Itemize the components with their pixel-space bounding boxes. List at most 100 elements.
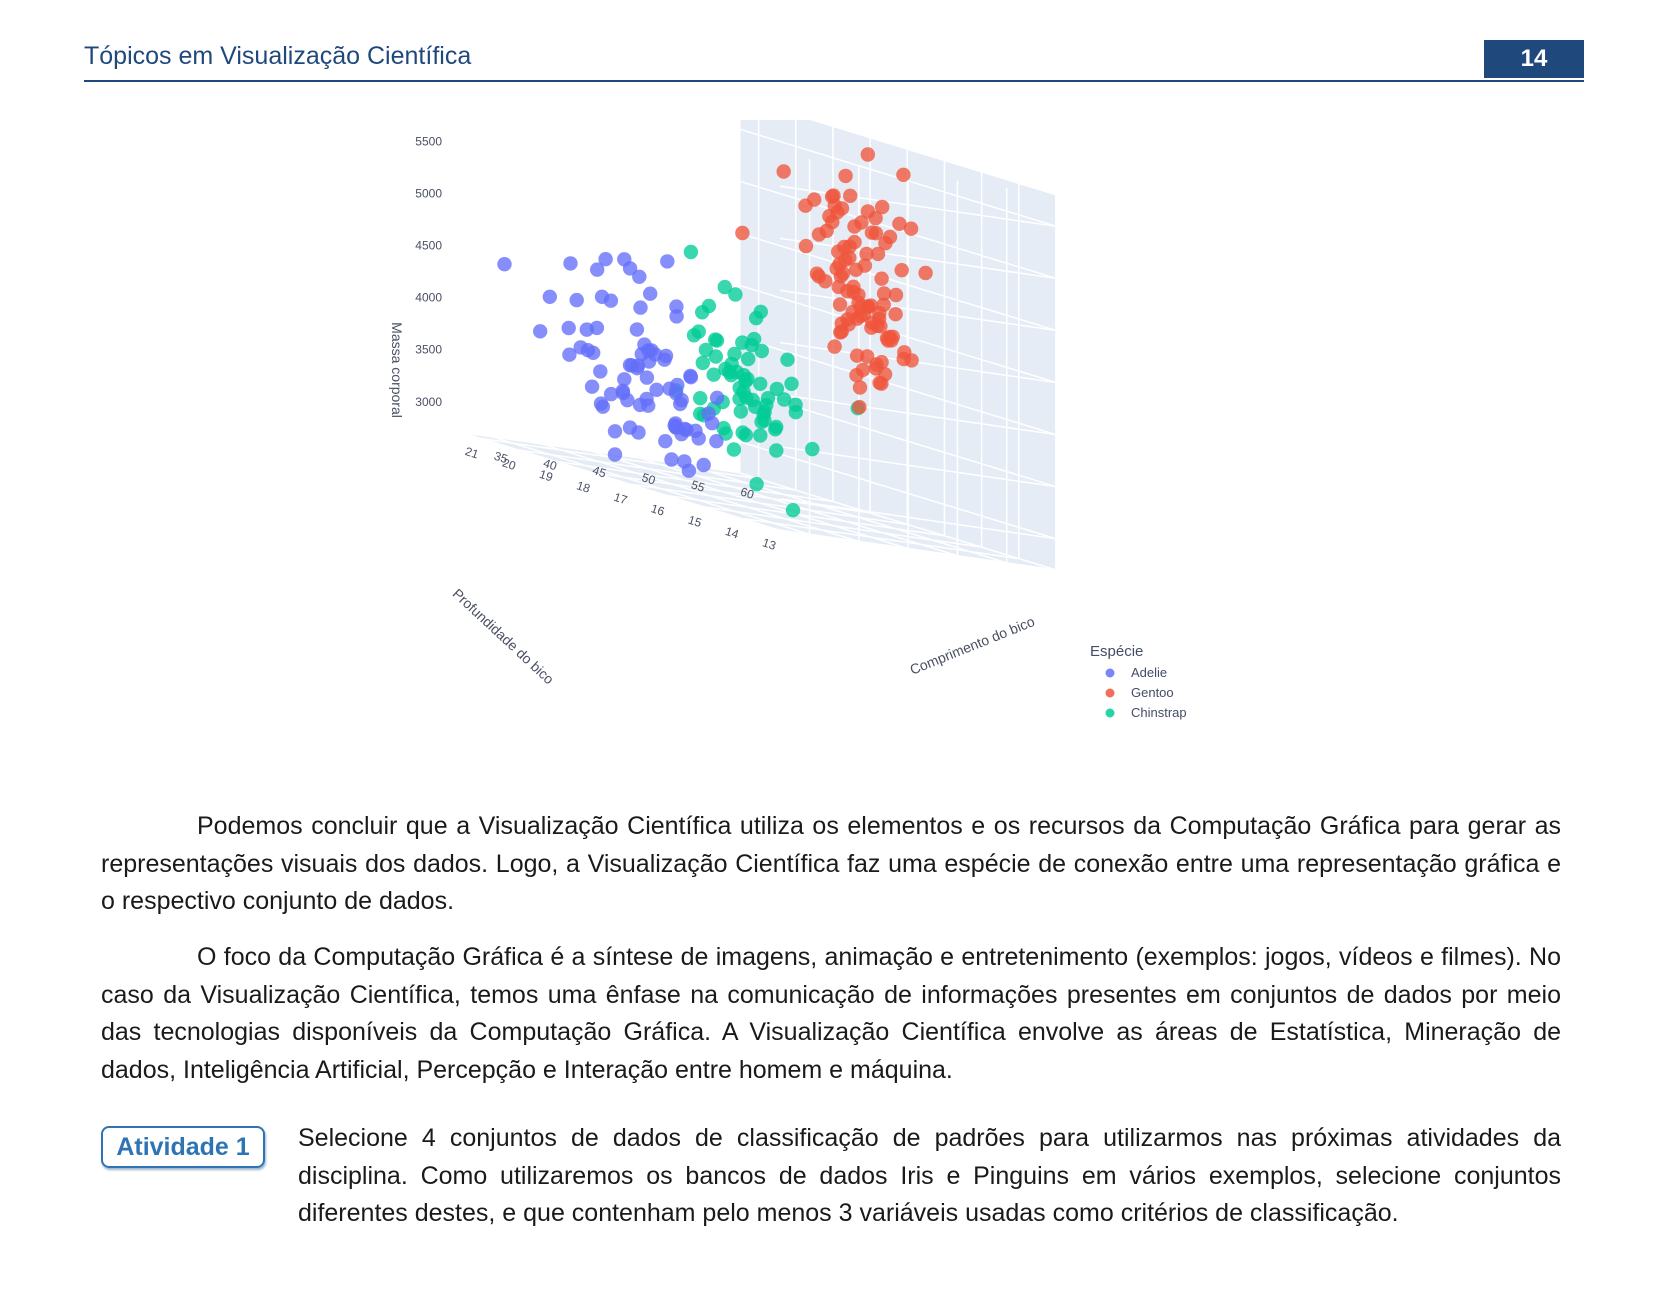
point-gentoo	[894, 263, 909, 278]
point-chinstrap	[785, 503, 801, 518]
point-adelie	[603, 293, 619, 308]
point-gentoo	[904, 353, 919, 368]
z-tick-label: 5500	[415, 134, 442, 148]
z-axis-title: Massa corporal	[389, 322, 405, 418]
legend-marker-gentoo	[1105, 688, 1115, 698]
y-tick-label: 20	[501, 456, 518, 474]
point-chinstrap	[749, 476, 764, 492]
y-tick-label: 17	[612, 490, 629, 508]
point-adelie	[598, 252, 613, 267]
point-gentoo	[832, 297, 848, 312]
point-adelie	[584, 379, 600, 394]
point-adelie	[595, 399, 611, 414]
point-adelie	[709, 434, 724, 449]
point-chinstrap	[749, 310, 764, 326]
header-title: Tópicos em Visualização Científica	[84, 42, 472, 70]
point-adelie	[630, 358, 646, 373]
x-tick-label: 35	[492, 449, 509, 467]
point-chinstrap	[753, 376, 768, 391]
y-gridline	[519, 120, 797, 491]
point-gentoo	[888, 287, 904, 303]
point-adelie	[631, 425, 646, 440]
z-tick-label: 4000	[415, 291, 442, 305]
point-adelie	[639, 370, 655, 385]
point-chinstrap	[716, 421, 731, 436]
point-gentoo	[892, 216, 907, 231]
point-chinstrap	[738, 374, 753, 389]
point-adelie	[563, 256, 578, 271]
point-adelie	[593, 364, 608, 379]
point-chinstrap	[780, 352, 795, 367]
point-gentoo	[843, 188, 858, 203]
point-adelie	[589, 320, 605, 336]
point-gentoo	[860, 204, 876, 219]
y-tick-label: 13	[761, 535, 778, 553]
scatter-3d-figure: 3000350040004500500055006000131415161718…	[380, 120, 1280, 780]
point-adelie	[622, 261, 638, 276]
scatter-3d-chart[interactable]: 3000350040004500500055006000131415161718…	[380, 120, 1280, 780]
point-gentoo	[879, 331, 895, 346]
point-chinstrap	[691, 324, 706, 339]
point-gentoo	[834, 324, 849, 339]
point-adelie	[644, 343, 659, 358]
point-gentoo	[860, 147, 875, 162]
paragraph-1: Podemos concluir que a Visualização Cien…	[101, 812, 1561, 915]
point-chinstrap	[757, 413, 772, 428]
point-adelie	[704, 416, 720, 431]
point-gentoo	[811, 227, 827, 242]
point-adelie	[674, 392, 689, 408]
y-gridline	[779, 195, 1057, 571]
point-gentoo	[831, 279, 846, 295]
point-gentoo	[918, 265, 933, 281]
point-gentoo	[868, 226, 884, 241]
point-adelie	[670, 377, 685, 393]
point-chinstrap	[741, 351, 756, 367]
y-tick-label: 19	[538, 467, 555, 485]
point-adelie	[533, 324, 548, 339]
chart-ticks: 3000350040004500500055006000131415161718…	[415, 134, 778, 553]
y-tick-label: 21	[463, 444, 480, 462]
point-gentoo	[833, 269, 849, 284]
point-gentoo	[838, 168, 853, 184]
point-gentoo	[848, 262, 864, 277]
z-tick-label: 4500	[415, 239, 442, 253]
point-adelie	[497, 257, 512, 272]
point-adelie	[664, 452, 679, 467]
point-adelie	[607, 447, 623, 462]
point-adelie	[709, 390, 725, 405]
point-gentoo	[876, 297, 891, 312]
point-chinstrap	[724, 356, 739, 372]
point-chinstrap	[744, 337, 759, 353]
point-adelie	[620, 393, 635, 408]
point-gentoo	[903, 221, 919, 236]
point-gentoo	[834, 201, 850, 216]
y-gridline	[742, 183, 1020, 560]
point-gentoo	[851, 295, 866, 310]
point-adelie	[677, 454, 692, 469]
legend-label-gentoo: Gentoo	[1131, 685, 1174, 700]
point-gentoo	[859, 246, 874, 262]
point-chinstrap	[738, 427, 754, 443]
paragraph-2: O foco da Computação Gráfica é a síntese…	[101, 943, 1561, 1084]
x-tick-label: 50	[640, 470, 657, 488]
point-chinstrap	[695, 355, 710, 371]
point-chinstrap	[726, 442, 742, 457]
point-adelie	[569, 292, 584, 308]
point-gentoo	[846, 279, 861, 294]
point-gentoo	[852, 399, 867, 415]
z-tick-label: 3500	[415, 343, 442, 357]
point-gentoo	[847, 234, 862, 250]
point-gentoo	[875, 199, 890, 215]
point-adelie	[658, 434, 673, 449]
point-chinstrap	[706, 367, 721, 382]
point-chinstrap	[695, 305, 710, 320]
legend-title: Espécie	[1090, 643, 1143, 660]
chart-legend: Espécie Adelie Gentoo Chinstrap	[1090, 643, 1187, 720]
point-gentoo	[860, 349, 875, 364]
point-adelie	[649, 382, 664, 397]
y-tick-label: 14	[724, 524, 741, 542]
x-tick-label: 60	[739, 484, 756, 502]
point-adelie	[641, 398, 656, 413]
point-gentoo	[842, 250, 857, 265]
x-tick-label: 40	[542, 456, 559, 474]
